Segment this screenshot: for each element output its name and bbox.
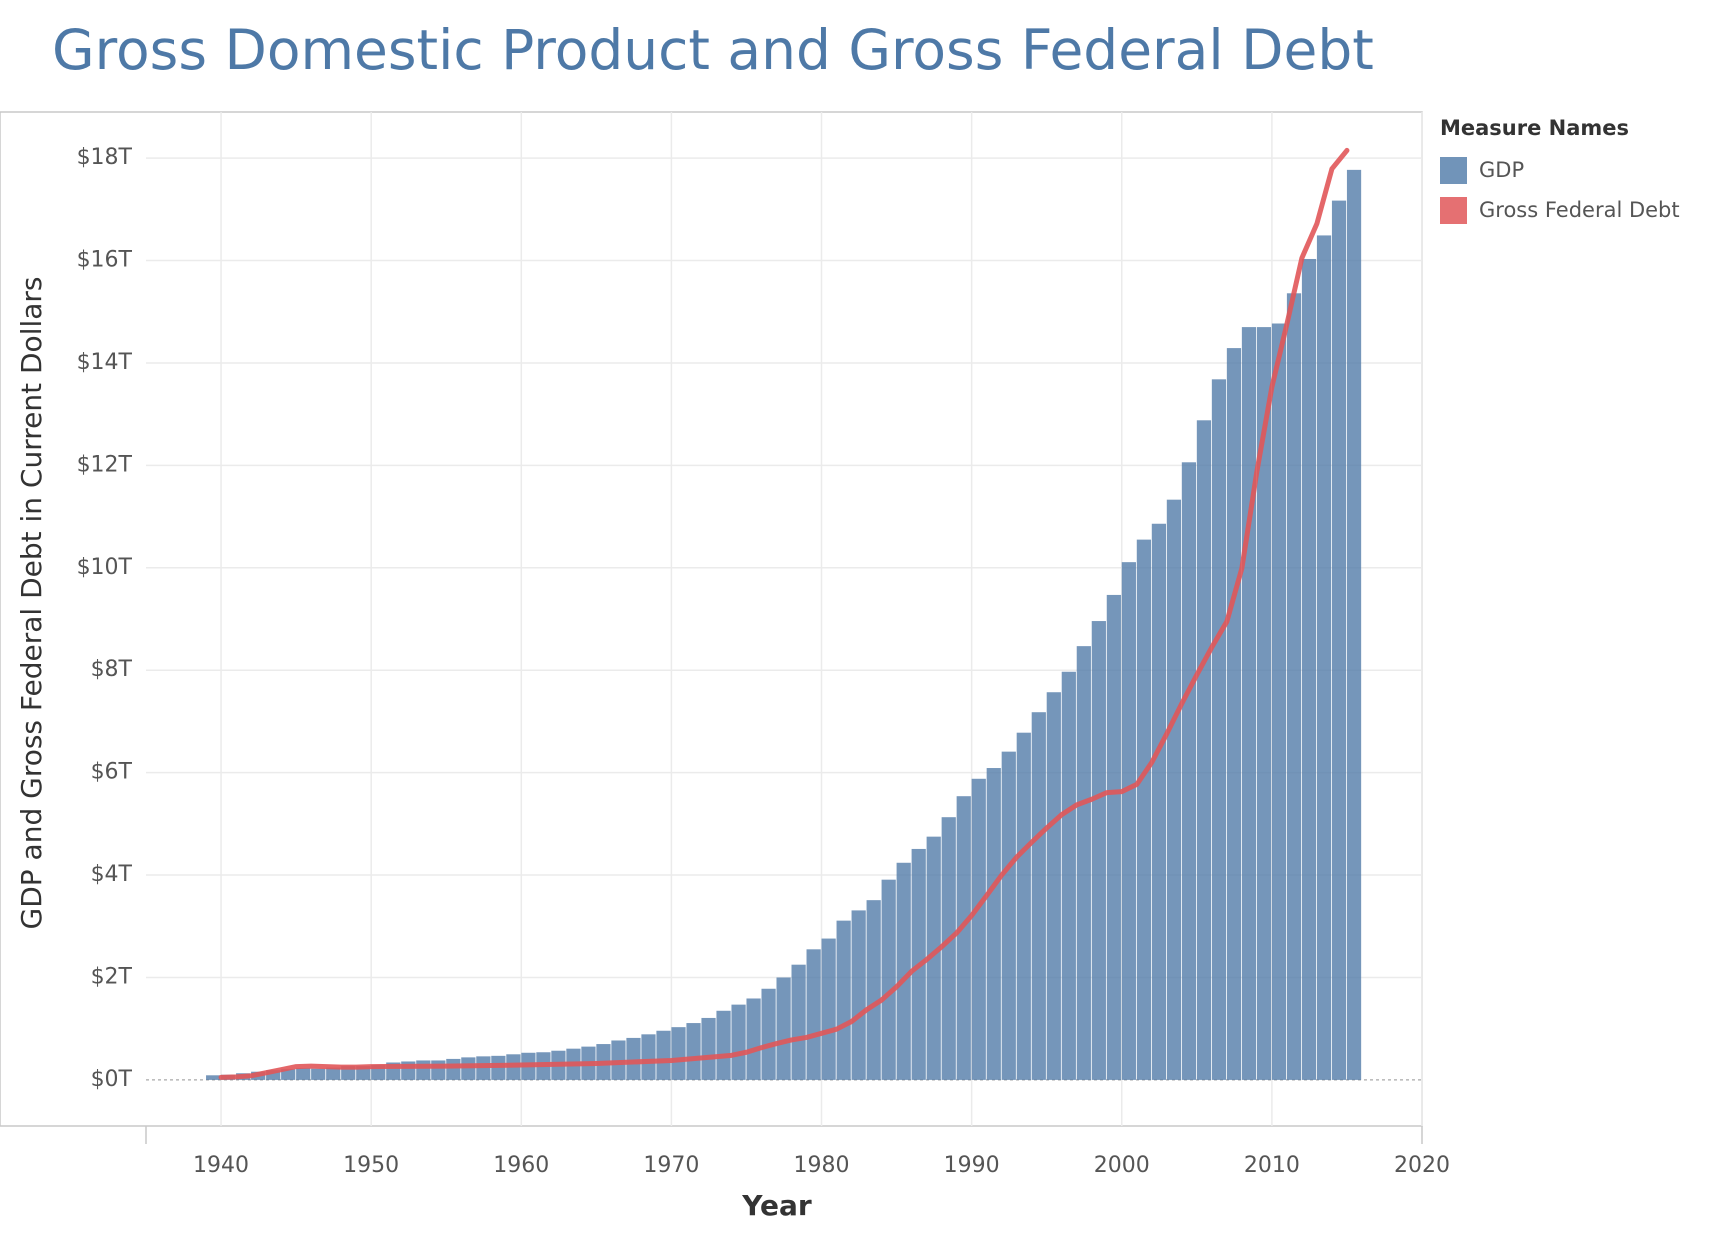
x-axis-ticks: 1940 1950 1960 1970 1980 1990 2000 2010 2020 [193, 1153, 1450, 1178]
legend: Measure Names GDP Gross Federal Debt [1440, 116, 1705, 230]
gdp-bar[interactable] [1136, 539, 1151, 1080]
gdp-bar[interactable] [1016, 732, 1031, 1080]
y-axis-ticks: $0T $2T $4T $6T $8T $10T $12T $14T $16T $18T [77, 145, 133, 1092]
gdp-bar[interactable] [1091, 621, 1106, 1080]
x-tick-label: 1980 [794, 1153, 850, 1178]
gdp-bar[interactable] [656, 1030, 671, 1080]
gdp-bar[interactable] [821, 938, 836, 1080]
legend-item-gross-federal-debt[interactable]: Gross Federal Debt [1440, 190, 1705, 230]
gdp-bar[interactable] [1121, 562, 1136, 1080]
gdp-bar[interactable] [881, 879, 896, 1080]
y-tick-label: $8T [91, 657, 133, 682]
gross-federal-debt-series[interactable] [218, 147, 1350, 1080]
gdp-bar[interactable] [1076, 646, 1091, 1080]
x-tick-label: 2020 [1394, 1153, 1450, 1178]
gdp-bar[interactable] [836, 920, 851, 1080]
x-tick-label: 1950 [343, 1153, 399, 1178]
x-axis-title: Year [741, 1189, 812, 1222]
gdp-bar[interactable] [1046, 692, 1061, 1080]
legend-item-gdp[interactable]: GDP [1440, 150, 1705, 190]
gdp-bar[interactable] [476, 1056, 491, 1080]
legend-swatch-gross-federal-debt [1440, 196, 1467, 224]
x-tick-label: 1990 [944, 1153, 1000, 1178]
gdp-bar[interactable] [1316, 235, 1332, 1080]
gdp-bar[interactable] [1061, 671, 1076, 1080]
gdp-bar[interactable] [416, 1060, 431, 1080]
gdp-bar[interactable] [956, 796, 971, 1080]
gdp-bar[interactable] [746, 998, 761, 1080]
gdp-bar[interactable] [761, 988, 776, 1080]
gdp-bar[interactable] [1106, 594, 1121, 1080]
y-tick-label: $6T [91, 760, 133, 785]
gdp-bar[interactable] [1226, 348, 1242, 1080]
gdp-bar[interactable] [266, 1070, 281, 1080]
gdp-bar[interactable] [296, 1068, 311, 1080]
gdp-bar[interactable] [896, 862, 911, 1080]
gdp-bar[interactable] [281, 1069, 296, 1080]
gdp-bar[interactable] [356, 1066, 371, 1080]
y-tick-label: $0T [91, 1067, 133, 1092]
gdp-bar[interactable] [1271, 323, 1287, 1080]
y-axis-title: GDP and Gross Federal Debt in Current Do… [15, 276, 48, 929]
legend-label-gross-federal-debt: Gross Federal Debt [1479, 198, 1680, 222]
gdp-bar[interactable] [626, 1037, 641, 1080]
gdp-bar[interactable] [1301, 258, 1317, 1080]
y-tick-label: $4T [91, 862, 133, 887]
gdp-bar[interactable] [311, 1068, 326, 1080]
gdp-bar[interactable] [446, 1058, 461, 1080]
gdp-bar[interactable] [791, 964, 806, 1080]
y-tick-label: $12T [77, 452, 133, 477]
legend-label-gdp: GDP [1479, 158, 1525, 182]
chart-title: Gross Domestic Product and Gross Federal… [52, 18, 1374, 82]
gdp-bar[interactable] [731, 1004, 746, 1080]
gdp-bar[interactable] [461, 1057, 476, 1080]
gdp-bar[interactable] [641, 1034, 656, 1080]
gdp-bar[interactable] [926, 836, 941, 1080]
gdp-bar[interactable] [1196, 420, 1212, 1080]
gdp-bar[interactable] [806, 949, 821, 1080]
gdp-bar[interactable] [776, 977, 791, 1080]
gdp-series[interactable] [206, 169, 1362, 1080]
gdp-bar[interactable] [1331, 200, 1347, 1080]
gdp-bar[interactable] [326, 1067, 341, 1080]
y-tick-label: $18T [77, 145, 133, 170]
x-tick-label: 2000 [1094, 1153, 1150, 1178]
gdp-bar[interactable] [1001, 751, 1016, 1080]
legend-swatch-gdp [1440, 156, 1467, 184]
gdp-bar[interactable] [716, 1010, 731, 1080]
gdp-bar[interactable] [1031, 712, 1046, 1080]
gdp-bar[interactable] [941, 817, 956, 1080]
gross-federal-debt-line[interactable] [218, 147, 1350, 1080]
legend-title: Measure Names [1440, 116, 1630, 140]
gdp-bar[interactable] [701, 1017, 716, 1080]
y-tick-label: $16T [77, 248, 133, 273]
gdp-bar[interactable] [1286, 293, 1302, 1080]
gdp-bar[interactable] [206, 1075, 221, 1080]
gdp-bar[interactable] [1256, 327, 1272, 1080]
gdp-bar[interactable] [686, 1023, 701, 1080]
x-tick-label: 2010 [1244, 1153, 1300, 1178]
x-tick-label: 1960 [493, 1153, 549, 1178]
gdp-bar[interactable] [1211, 379, 1227, 1080]
gdp-bar[interactable] [1151, 523, 1166, 1080]
gdp-bar[interactable] [1241, 327, 1257, 1080]
gdp-bar[interactable] [971, 778, 986, 1080]
gdp-bar[interactable] [1346, 169, 1362, 1080]
y-tick-label: $14T [77, 350, 133, 375]
y-tick-label: $2T [91, 964, 133, 989]
gdp-bar[interactable] [431, 1060, 446, 1080]
gdp-bar[interactable] [866, 900, 881, 1080]
y-tick-label: $10T [77, 555, 133, 580]
x-tick-label: 1970 [643, 1153, 699, 1178]
y-axis-title-group: GDP and Gross Federal Debt in Current Do… [15, 276, 48, 929]
gdp-bar[interactable] [671, 1027, 686, 1080]
gdp-bar[interactable] [491, 1055, 506, 1080]
gdp-bar[interactable] [1166, 499, 1182, 1080]
x-tick-label: 1940 [193, 1153, 249, 1178]
gdp-bar[interactable] [1181, 462, 1197, 1080]
gdp-bar[interactable] [851, 910, 866, 1080]
gdp-bar[interactable] [986, 768, 1001, 1080]
